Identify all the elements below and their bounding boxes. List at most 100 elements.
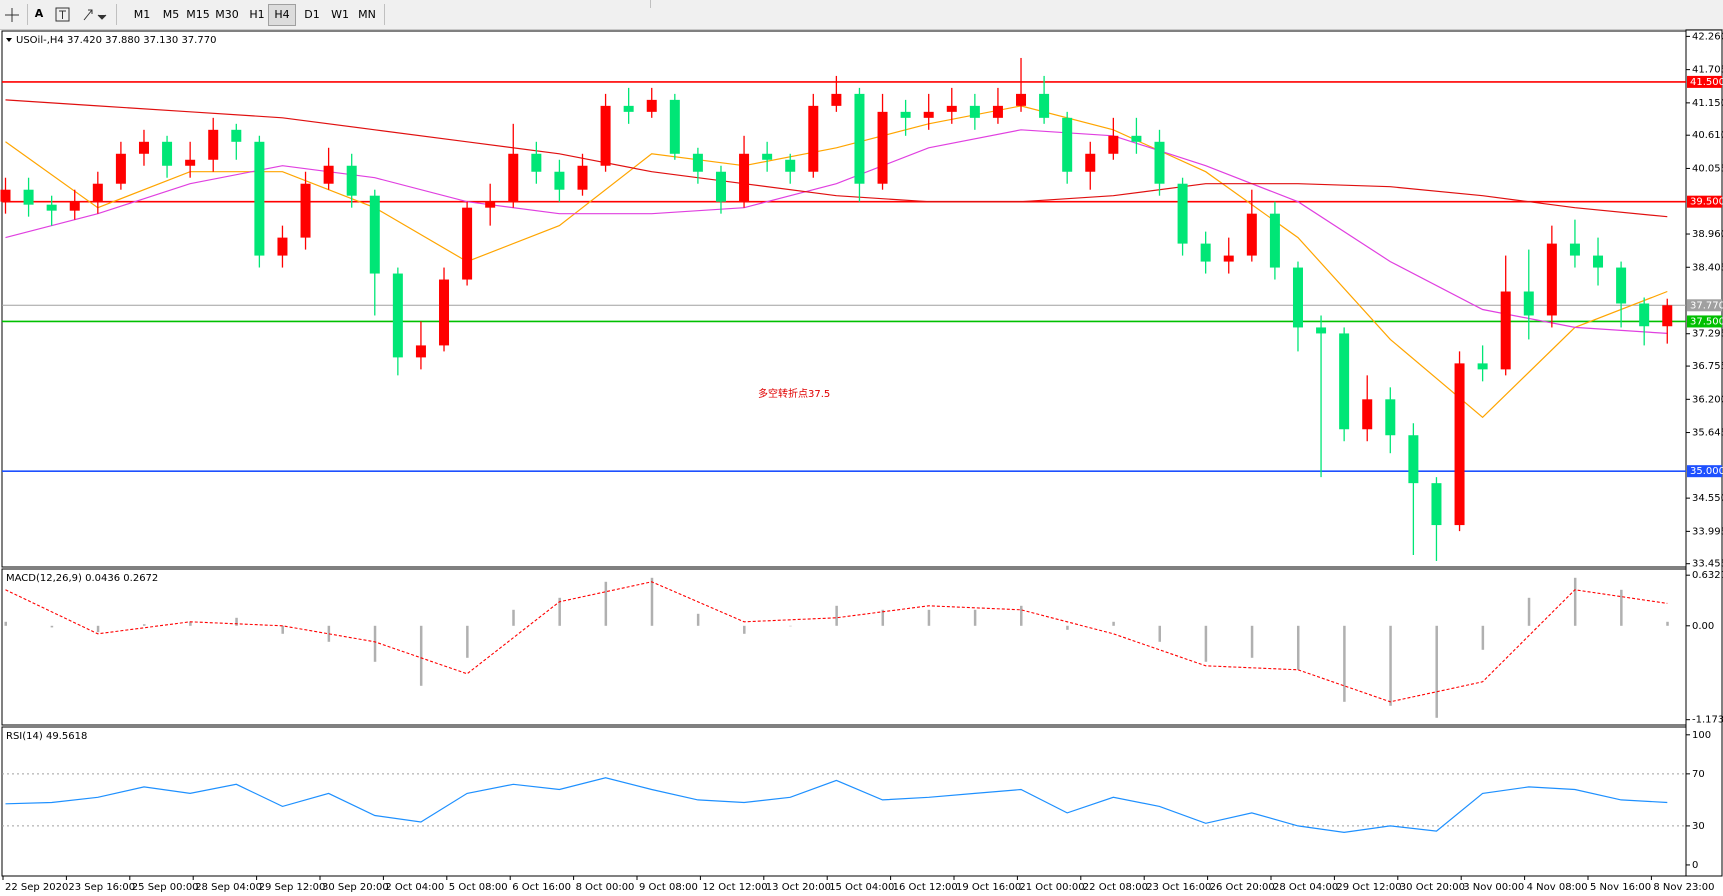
macd-bar: [604, 581, 608, 626]
x-tick-label: 29 Sep 12:00: [259, 882, 326, 893]
macd-bar: [1527, 597, 1531, 626]
y-tick-label: 42.260: [1692, 31, 1723, 42]
moving-average: [5, 105, 1668, 419]
macd-bar: [558, 597, 561, 626]
macd-bar: [696, 613, 700, 626]
timeframe-button[interactable]: M1: [133, 8, 151, 21]
x-tick-label: 30 Oct 20:00: [1400, 882, 1465, 893]
candle-body: [1062, 117, 1073, 172]
price-level-box: [1687, 465, 1722, 478]
candle-body: [92, 183, 103, 202]
candle-body: [923, 111, 934, 118]
macd-bar: [881, 609, 885, 626]
moving-average: [5, 129, 1668, 334]
y-tick-label: 35.645: [1692, 428, 1723, 439]
chart-title: USOil-,H4 37.420 37.880 37.130 37.770: [16, 35, 216, 46]
y-tick-label: 40.610: [1692, 130, 1723, 141]
candle-body: [808, 105, 819, 172]
timeframe-button[interactable]: M5: [162, 8, 180, 21]
price-level-label: 37.770: [1690, 300, 1723, 311]
candle-body: [185, 159, 196, 166]
candle-body: [854, 93, 865, 184]
price-level-label: 41.500: [1690, 77, 1723, 88]
macd-bar: [466, 625, 469, 658]
x-tick-label: 23 Oct 16:00: [1146, 882, 1211, 893]
candle-body: [1569, 243, 1580, 256]
macd-bar: [1066, 625, 1069, 630]
candle-body: [877, 111, 888, 184]
candle-body: [1246, 213, 1257, 256]
symbol-menu-arrow: [6, 38, 12, 42]
arrows-icon[interactable]: [83, 9, 107, 21]
candle-body: [323, 165, 334, 184]
timeframe-button[interactable]: M15: [186, 8, 210, 21]
candle-body: [138, 141, 149, 154]
macd-bar: [235, 617, 238, 626]
price-level-label: 37.500: [1690, 316, 1723, 327]
macd-bar: [789, 625, 792, 627]
macd-bar: [1112, 621, 1115, 626]
macd-bar: [281, 625, 284, 634]
candle-body: [739, 153, 750, 202]
x-tick-label: 22 Sep 2020: [5, 882, 68, 893]
candle-body: [1362, 399, 1373, 430]
candle-body: [439, 279, 450, 346]
x-tick-label: 23 Sep 16:00: [68, 882, 135, 893]
annotation: 多空转折点37.5: [758, 387, 830, 400]
candle-body: [369, 195, 380, 274]
indicator-title: RSI(14) 49.5618: [6, 731, 87, 742]
candle-body: [1177, 183, 1188, 244]
x-tick-label: 13 Oct 20:00: [766, 882, 831, 893]
x-tick-label: 26 Oct 20:00: [1210, 882, 1275, 893]
crosshair-icon[interactable]: [5, 8, 19, 22]
candle-body: [669, 99, 680, 154]
toolbar-icons: [5, 4, 28, 25]
x-tick-label: 12 Oct 12:00: [702, 882, 767, 893]
candle-body: [646, 99, 657, 112]
x-tick-label: 28 Sep 04:00: [195, 882, 262, 893]
candle-body: [208, 129, 219, 160]
text-tool[interactable]: A: [34, 7, 44, 20]
price-level-box: [1687, 315, 1722, 328]
macd-bar: [927, 609, 931, 626]
macd-bar: [327, 625, 331, 642]
timeframe-button[interactable]: W1: [331, 8, 349, 21]
candle-body: [1546, 243, 1557, 316]
y-tick-label: 40.055: [1692, 163, 1723, 174]
price-level-box: [1687, 195, 1722, 208]
y-tick-label: 36.200: [1692, 394, 1723, 405]
candle-body: [1154, 141, 1165, 184]
text-label-icon[interactable]: [55, 7, 70, 22]
indicator-title: MACD(12,26,9) 0.0436 0.2672: [6, 573, 158, 584]
timeframe-button[interactable]: M30: [215, 8, 239, 21]
price-level-box: [1687, 75, 1722, 88]
y-tick-label: 38.960: [1692, 229, 1723, 240]
timeframe-button[interactable]: D1: [304, 8, 320, 21]
toolbar-icons-2: [55, 4, 117, 25]
macd-bar: [96, 625, 100, 633]
timeframe-button[interactable]: H1: [249, 8, 265, 21]
candle-body: [1662, 305, 1673, 327]
price-level-label: 39.500: [1690, 197, 1723, 208]
candle-body: [1108, 135, 1119, 154]
moving-average: [5, 99, 1668, 218]
axis-frame: [1685, 29, 1723, 877]
x-tick-label: 22 Oct 08:00: [1083, 882, 1148, 893]
y-tick-label: 38.405: [1692, 262, 1723, 273]
timeframe-button[interactable]: MN: [358, 8, 376, 21]
candle-body: [415, 345, 426, 358]
candle-body: [623, 105, 634, 112]
y-tick-label: 41.705: [1692, 65, 1723, 76]
y-tick-label: 0.00: [1692, 621, 1714, 632]
timeframe-button[interactable]: H4: [268, 4, 296, 26]
macd-bar: [1343, 625, 1346, 702]
candle-body: [254, 141, 265, 256]
candle-body: [554, 171, 565, 190]
candle-body: [1523, 291, 1534, 316]
rsi-line: [5, 777, 1668, 834]
x-tick-label: 6 Oct 16:00: [512, 882, 571, 893]
candle-body: [231, 129, 242, 142]
x-tick-label: 29 Oct 12:00: [1336, 882, 1401, 893]
